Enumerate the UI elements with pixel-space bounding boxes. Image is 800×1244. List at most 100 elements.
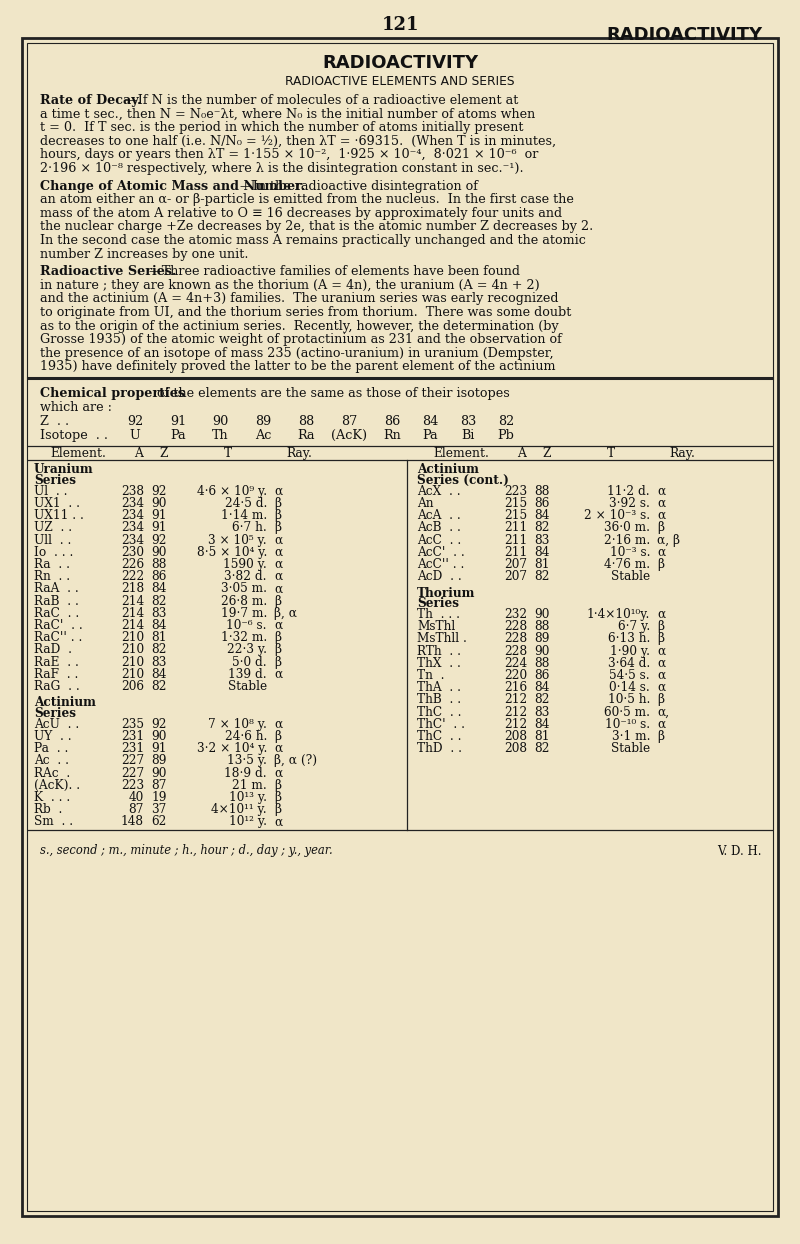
Text: α: α	[274, 620, 282, 632]
Text: 8·5 × 10⁴ y.: 8·5 × 10⁴ y.	[197, 546, 267, 559]
Text: MsThll .: MsThll .	[417, 632, 467, 646]
Text: β: β	[274, 509, 281, 522]
Text: Series: Series	[34, 707, 76, 720]
Text: β: β	[274, 643, 281, 657]
Text: 91: 91	[170, 415, 186, 428]
Text: AcC'  . .: AcC' . .	[417, 546, 465, 559]
Text: RaC'' . .: RaC'' . .	[34, 631, 82, 644]
Text: 223: 223	[121, 779, 144, 791]
Text: 139 d.: 139 d.	[228, 668, 267, 680]
Text: 228: 228	[504, 621, 527, 633]
Text: α: α	[274, 743, 282, 755]
Text: 235: 235	[121, 718, 144, 730]
Text: 238: 238	[121, 485, 144, 498]
Text: 88: 88	[298, 415, 314, 428]
Text: β: β	[657, 730, 664, 743]
Text: α: α	[657, 485, 666, 498]
Text: 37: 37	[152, 804, 167, 816]
Text: Z: Z	[160, 448, 168, 460]
Text: 211: 211	[504, 521, 527, 535]
Text: 40: 40	[129, 791, 144, 804]
Text: 91: 91	[151, 521, 167, 535]
Text: RAc  .: RAc .	[34, 766, 70, 780]
Text: AcX  . .: AcX . .	[417, 485, 461, 498]
Text: 214: 214	[121, 595, 144, 607]
Text: Stable: Stable	[611, 743, 650, 755]
Text: β: β	[274, 631, 281, 644]
Text: 223: 223	[504, 485, 527, 498]
Text: 148: 148	[121, 815, 144, 829]
Text: 7 × 10⁸ y.: 7 × 10⁸ y.	[208, 718, 267, 730]
Text: 90: 90	[152, 496, 167, 510]
Text: in nature ; they are known as the thorium (A = 4n), the uranium (A = 4n + 2): in nature ; they are known as the thoriu…	[40, 279, 540, 292]
Text: 82: 82	[151, 595, 167, 607]
Text: 92: 92	[151, 534, 167, 546]
Text: Element.: Element.	[433, 448, 489, 460]
Text: 92: 92	[127, 415, 143, 428]
Text: RaC'  . .: RaC' . .	[34, 620, 82, 632]
Text: 121: 121	[382, 16, 418, 34]
Text: 87: 87	[341, 415, 357, 428]
Text: 81: 81	[534, 730, 550, 743]
Text: Thorium: Thorium	[417, 587, 475, 600]
Text: β, α (?): β, α (?)	[274, 754, 317, 768]
Text: 1·4×10¹⁰y.: 1·4×10¹⁰y.	[586, 608, 650, 621]
Text: RaG  . .: RaG . .	[34, 680, 80, 693]
Text: α: α	[274, 534, 282, 546]
Text: —Three radioactive families of elements have been found: —Three radioactive families of elements …	[150, 265, 520, 279]
Text: 24·5 d.: 24·5 d.	[225, 496, 267, 510]
Text: 230: 230	[121, 546, 144, 559]
Text: 214: 214	[121, 620, 144, 632]
Text: 206: 206	[121, 680, 144, 693]
Text: ThA  . .: ThA . .	[417, 682, 461, 694]
Text: 1·90 y.: 1·90 y.	[610, 644, 650, 658]
Text: Pa  . .: Pa . .	[34, 743, 68, 755]
Text: 3·64 d.: 3·64 d.	[608, 657, 650, 669]
Text: Io  . . .: Io . . .	[34, 546, 74, 559]
Text: 11·2 d.: 11·2 d.	[607, 485, 650, 498]
Text: α,: α,	[657, 705, 669, 719]
Text: 227: 227	[121, 754, 144, 768]
Text: 215: 215	[504, 509, 527, 522]
Text: Chemical properties: Chemical properties	[40, 387, 185, 401]
Text: 10·5 h.: 10·5 h.	[608, 693, 650, 707]
Text: α: α	[274, 546, 282, 559]
Text: U: U	[130, 429, 140, 442]
Text: 86: 86	[534, 496, 550, 510]
Text: 82: 82	[498, 415, 514, 428]
Text: AcU  . .: AcU . .	[34, 718, 79, 730]
Text: 6·7 y.: 6·7 y.	[618, 621, 650, 633]
Text: 90: 90	[152, 730, 167, 743]
Text: β: β	[657, 693, 664, 707]
Text: Series (cont.): Series (cont.)	[417, 474, 509, 486]
Text: 83: 83	[534, 534, 550, 546]
Text: β: β	[274, 804, 281, 816]
Text: 86: 86	[384, 415, 400, 428]
Text: ThC  . .: ThC . .	[417, 705, 462, 719]
Text: α, β: α, β	[657, 534, 680, 546]
Text: 210: 210	[121, 656, 144, 668]
Text: Ul  . .: Ul . .	[34, 485, 67, 498]
Text: ThB  . .: ThB . .	[417, 693, 461, 707]
Text: 6·7 h.: 6·7 h.	[232, 521, 267, 535]
Text: 84: 84	[152, 668, 167, 680]
Text: Tn  .: Tn .	[417, 669, 445, 682]
Text: 83: 83	[534, 705, 550, 719]
Text: α: α	[657, 657, 666, 669]
Text: 81: 81	[534, 559, 550, 571]
Text: 84: 84	[152, 620, 167, 632]
Text: 62: 62	[152, 815, 167, 829]
Text: Element.: Element.	[50, 448, 106, 460]
Text: 208: 208	[504, 743, 527, 755]
Text: 82: 82	[534, 521, 550, 535]
Text: 10⁻¹⁰ s.: 10⁻¹⁰ s.	[605, 718, 650, 730]
Text: 19·7 m.: 19·7 m.	[221, 607, 267, 620]
Text: 2·196 × 10⁻⁸ respectively, where λ is the disintegration constant in sec.⁻¹).: 2·196 × 10⁻⁸ respectively, where λ is th…	[40, 162, 524, 175]
Text: of the elements are the same as those of their isotopes: of the elements are the same as those of…	[153, 387, 510, 401]
Text: 10⁻⁶ s.: 10⁻⁶ s.	[226, 620, 267, 632]
Text: 234: 234	[121, 521, 144, 535]
Text: α: α	[274, 718, 282, 730]
Text: β, α: β, α	[274, 607, 297, 620]
Text: 84: 84	[534, 718, 550, 730]
Text: 210: 210	[121, 668, 144, 680]
